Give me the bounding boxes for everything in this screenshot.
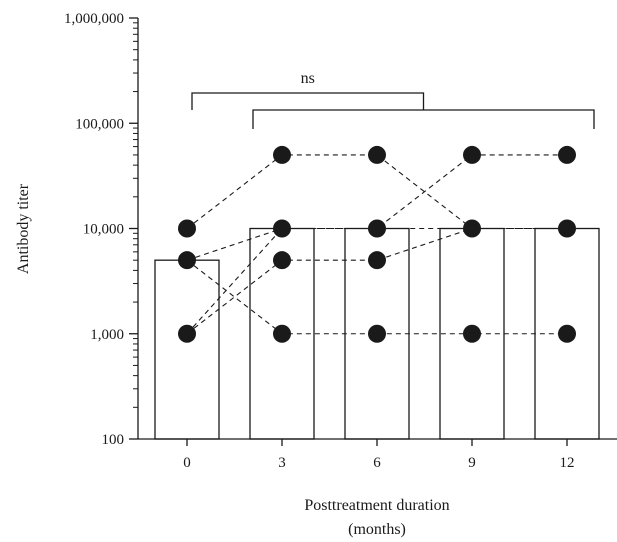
x-tick-label: 3 <box>278 455 286 471</box>
point-3-1000 <box>273 324 291 343</box>
point-6-10000 <box>368 219 386 238</box>
bracket-group-0 <box>191 92 425 110</box>
x-axis-title-line-1: Posttreatment duration <box>304 497 449 514</box>
point-0-10000 <box>178 219 196 238</box>
y-axis: 100 1,000 10,000 100,000 1,000,000 <box>64 11 139 448</box>
y-tick-label: 100,000 <box>75 116 124 132</box>
y-axis-title: Antibody titer <box>15 183 32 274</box>
subject-line-2 <box>186 154 567 261</box>
point-12-50000 <box>558 145 576 164</box>
x-tick-label: 12 <box>560 455 575 471</box>
point-3-5000 <box>273 251 291 270</box>
y-tick-label: 1,000 <box>90 327 124 343</box>
point-12-10000 <box>558 219 576 238</box>
point-0-5000 <box>178 251 196 270</box>
bracket-group-3-to-12 <box>252 109 595 129</box>
subject-line-1 <box>186 154 567 230</box>
point-3-10000 <box>273 219 291 238</box>
point-6-5000 <box>368 251 386 270</box>
x-tick-label: 6 <box>373 455 381 471</box>
point-12-1000 <box>558 324 576 343</box>
point-0-1000 <box>178 324 196 343</box>
point-6-50000 <box>368 145 386 164</box>
bar-0 <box>154 259 220 440</box>
points-layer <box>178 145 576 343</box>
point-6-1000 <box>368 324 386 343</box>
significance-label: ns <box>301 70 315 87</box>
point-9-50000 <box>463 145 481 164</box>
point-3-50000 <box>273 145 291 164</box>
x-tick-label: 0 <box>183 455 191 471</box>
point-9-10000 <box>463 219 481 238</box>
significance-bracket <box>191 92 595 129</box>
y-tick-label: 100 <box>102 432 125 448</box>
y-tick-label: 10,000 <box>83 222 124 238</box>
y-tick-label: 1,000,000 <box>64 11 124 27</box>
point-9-1000 <box>463 324 481 343</box>
x-axis-title-line-2: (months) <box>348 521 406 538</box>
x-tick-label: 9 <box>468 455 476 471</box>
x-axis: 0 3 6 9 12 <box>138 438 617 471</box>
